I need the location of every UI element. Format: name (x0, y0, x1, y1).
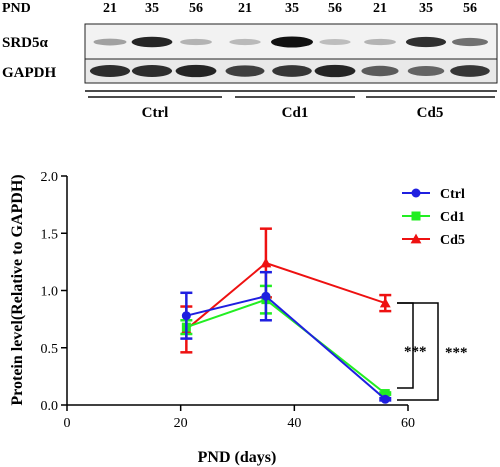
blot-band (272, 65, 312, 77)
blot-band (314, 64, 356, 78)
legend-label: Cd1 (440, 210, 465, 225)
blot-band (89, 64, 131, 78)
legend-label: Cd5 (440, 233, 465, 248)
blot-row-label-gapdh: GAPDH (2, 65, 56, 81)
series-layer (180, 227, 392, 404)
blot-band (364, 38, 396, 46)
legend-marker (411, 211, 421, 221)
blot-band (319, 38, 351, 46)
blot-band (452, 37, 488, 47)
lane-label: 21 (103, 1, 117, 16)
group-label-cd5: Cd5 (417, 105, 444, 121)
blot-band (175, 64, 217, 78)
blot-band (405, 36, 447, 48)
data-point (380, 394, 390, 404)
x-tick-label: 40 (287, 416, 301, 431)
y-ticks: 0.0 0.5 1.0 1.5 2.0 (41, 170, 67, 414)
legend-marker (411, 188, 421, 198)
blot-row-label-srd5a: SRD5α (2, 35, 49, 51)
series-line (186, 295, 386, 401)
y-axis-label: Protein level(Relative to GAPDH) (9, 174, 26, 405)
blot-bands (89, 36, 490, 78)
blot-band (361, 65, 399, 77)
group-label-ctrl: Ctrl (142, 105, 169, 121)
x-tick-label: 0 (64, 416, 71, 431)
x-ticks: 0 20 40 60 (64, 405, 415, 431)
legend-label: Ctrl (440, 187, 465, 202)
lane-label: 35 (419, 1, 433, 16)
lane-label: 56 (463, 1, 477, 16)
blot-band (229, 38, 261, 46)
data-point (260, 257, 272, 268)
western-blot-panel: PND 21 35 56 21 35 56 21 35 56 SRD5α GAPDH Ctrl … (2, 1, 498, 121)
y-tick-label: 2.0 (41, 170, 59, 185)
legend: Ctrl Cd1 Cd5 (402, 187, 465, 248)
lane-label: 21 (373, 1, 387, 16)
data-point (380, 389, 390, 399)
lane-label: 35 (285, 1, 299, 16)
series-cd5 (180, 227, 392, 354)
significance-bracket-outer (397, 302, 439, 401)
x-tick-label: 60 (401, 416, 415, 431)
blot-band (450, 65, 490, 77)
series-ctrl (180, 270, 392, 404)
significance-label-outer: *** (445, 345, 468, 361)
blot-band (407, 65, 445, 77)
y-tick-label: 0.5 (41, 342, 59, 357)
data-point (379, 297, 391, 308)
x-axis-label: PND (days) (198, 449, 277, 466)
blot-band (180, 38, 212, 46)
lane-label: 35 (145, 1, 159, 16)
blot-band (271, 36, 313, 48)
significance-label-inner: *** (404, 344, 427, 360)
blot-band (131, 64, 173, 78)
y-tick-label: 1.5 (41, 227, 59, 242)
y-tick-label: 1.0 (41, 285, 59, 300)
blot-band (93, 38, 127, 46)
y-tick-label: 0.0 (41, 399, 59, 414)
blot-band (225, 65, 265, 77)
line-chart: 0.0 0.5 1.0 1.5 2.0 0 20 40 60 Protein level(Re… (9, 170, 468, 466)
lane-label: 21 (238, 1, 252, 16)
x-tick-label: 20 (174, 416, 188, 431)
data-point (261, 291, 271, 301)
data-point (181, 311, 191, 321)
pnd-label: PND (2, 1, 31, 16)
series-line (185, 261, 386, 331)
lane-label: 56 (328, 1, 342, 16)
series-cd1 (180, 284, 392, 399)
blot-band (131, 36, 173, 48)
legend-marker (410, 233, 422, 244)
group-label-cd1: Cd1 (282, 105, 309, 121)
lane-labels: 21 35 56 21 35 56 21 35 56 (103, 1, 477, 16)
lane-label: 56 (189, 1, 203, 16)
